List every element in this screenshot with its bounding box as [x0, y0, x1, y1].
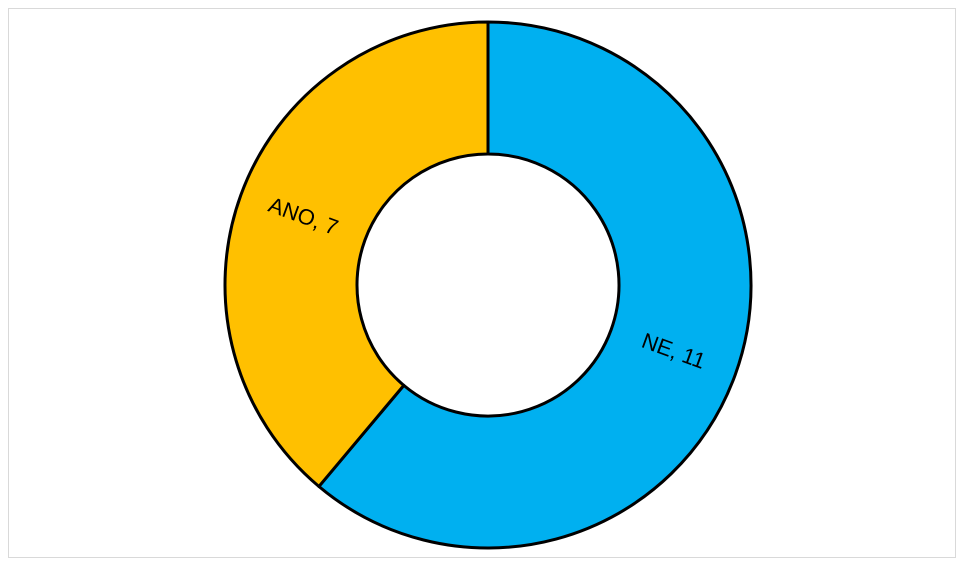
donut-slice — [317, 20, 753, 550]
donut-slice — [223, 20, 490, 488]
